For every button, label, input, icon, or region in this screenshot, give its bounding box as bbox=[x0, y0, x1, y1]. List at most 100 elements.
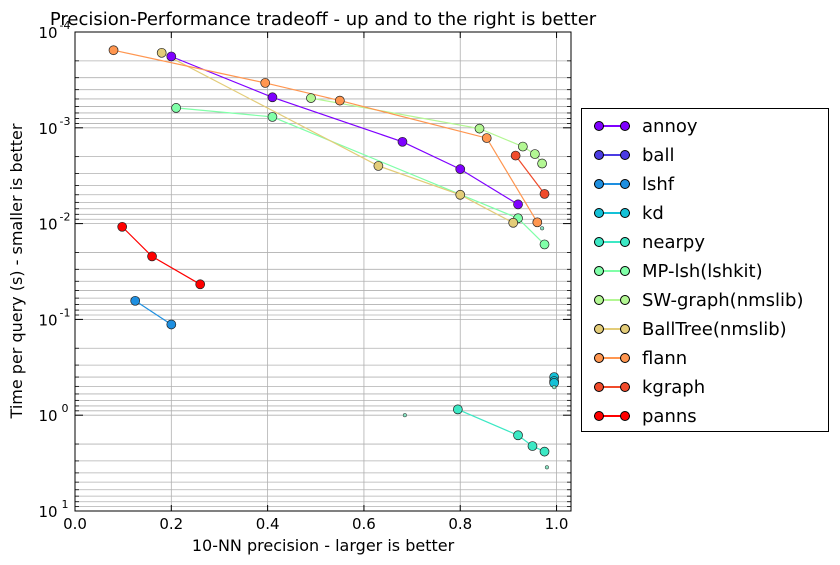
legend-label: BallTree(nmslib) bbox=[642, 318, 787, 340]
series-line bbox=[176, 107, 545, 245]
data-point bbox=[508, 217, 519, 228]
data-point bbox=[532, 217, 543, 228]
data-point bbox=[373, 161, 384, 171]
data-point bbox=[171, 103, 181, 113]
data-point bbox=[527, 441, 538, 451]
data-point bbox=[539, 239, 550, 250]
y-tick-exponent: -1 bbox=[60, 306, 71, 319]
legend-swatch bbox=[594, 119, 630, 133]
data-point bbox=[481, 133, 492, 143]
x-tick-label: 0.0 bbox=[63, 515, 87, 533]
legend-swatch bbox=[594, 322, 630, 336]
data-point bbox=[552, 385, 557, 390]
legend-swatch bbox=[594, 206, 630, 220]
data-point bbox=[195, 279, 206, 290]
data-point bbox=[130, 295, 141, 306]
legend-label: panns bbox=[642, 405, 697, 427]
data-point bbox=[108, 45, 119, 56]
series-line bbox=[161, 52, 514, 224]
data-point bbox=[455, 189, 466, 200]
legend-item: MP-lsh(lshkit) bbox=[594, 258, 763, 284]
legend-item: nearpy bbox=[594, 229, 705, 255]
series-line bbox=[515, 155, 545, 195]
data-point bbox=[402, 413, 407, 418]
data-point bbox=[513, 430, 523, 441]
data-point bbox=[166, 319, 177, 330]
y-tick-exponent: -3 bbox=[60, 115, 71, 128]
legend-item: kd bbox=[594, 200, 664, 226]
data-point bbox=[513, 199, 523, 210]
data-point bbox=[267, 92, 278, 103]
y-axis-label: Time per query (s) - smaller is better bbox=[7, 123, 26, 419]
chart-title: Precision-Performance tradeoff - up and … bbox=[50, 9, 597, 30]
legend-swatch bbox=[594, 351, 630, 365]
grid bbox=[74, 31, 571, 511]
series-line bbox=[113, 49, 538, 223]
x-tick-label: 0.4 bbox=[256, 515, 280, 533]
data-point bbox=[539, 446, 550, 457]
legend-item: SW-graph(nmslib) bbox=[594, 287, 803, 313]
data-point bbox=[537, 158, 547, 169]
legend-item: ball bbox=[594, 142, 674, 168]
data-point bbox=[260, 78, 271, 88]
data-point bbox=[455, 164, 466, 174]
legend-item: BallTree(nmslib) bbox=[594, 316, 787, 342]
legend-label: nearpy bbox=[642, 231, 705, 253]
data-point bbox=[397, 136, 408, 147]
y-tick-label: 10 bbox=[38, 311, 57, 329]
legend-swatch bbox=[594, 380, 630, 394]
y-tick-exponent: 1 bbox=[62, 498, 69, 511]
x-tick-label: 0.2 bbox=[159, 515, 183, 533]
legend-swatch bbox=[594, 264, 630, 278]
legend-label: ball bbox=[642, 144, 675, 166]
legend-item: kgraph bbox=[594, 374, 705, 400]
data-point bbox=[267, 112, 278, 122]
legend-label: annoy bbox=[642, 115, 698, 137]
data-point bbox=[540, 226, 545, 231]
legend-swatch bbox=[594, 293, 630, 307]
legend-label: kd bbox=[642, 202, 664, 224]
legend-item: panns bbox=[594, 403, 697, 429]
series-line bbox=[457, 408, 545, 453]
data-point bbox=[530, 149, 540, 159]
y-tick-label: 10 bbox=[38, 120, 57, 138]
x-tick-label: 1.0 bbox=[545, 515, 569, 533]
series-line bbox=[171, 55, 519, 205]
legend-item: lshf bbox=[594, 171, 674, 197]
x-tick-label: 0.8 bbox=[448, 515, 472, 533]
data-point bbox=[510, 150, 521, 161]
y-tick-label: 10 bbox=[38, 24, 57, 42]
legend-swatch bbox=[594, 235, 630, 249]
legend-item: flann bbox=[594, 345, 687, 371]
data-point bbox=[474, 123, 485, 134]
legend-swatch bbox=[594, 177, 630, 191]
data-point bbox=[335, 95, 345, 106]
x-tick-label: 0.6 bbox=[352, 515, 376, 533]
plot-area-frame bbox=[74, 31, 572, 512]
legend-swatch bbox=[594, 409, 630, 423]
legend-label: flann bbox=[642, 347, 688, 369]
series-line bbox=[121, 226, 201, 285]
y-tick-exponent: -2 bbox=[60, 211, 71, 224]
y-tick-exponent: 0 bbox=[62, 402, 69, 415]
y-tick-label: 10 bbox=[38, 503, 57, 521]
legend-item: annoy bbox=[594, 113, 698, 139]
data-point bbox=[166, 51, 177, 62]
data-points bbox=[108, 45, 559, 470]
data-point bbox=[544, 465, 549, 470]
y-tick-exponent: -4 bbox=[60, 19, 71, 32]
legend-label: SW-graph(nmslib) bbox=[642, 289, 804, 311]
y-tick-label: 10 bbox=[38, 216, 57, 234]
data-point bbox=[117, 221, 128, 232]
data-point bbox=[147, 251, 157, 262]
legend-label: MP-lsh(lshkit) bbox=[642, 260, 763, 282]
legend-swatch bbox=[594, 148, 630, 162]
legend-label: lshf bbox=[642, 173, 675, 195]
x-axis-label: 10-NN precision - larger is better bbox=[192, 536, 455, 555]
data-point bbox=[452, 404, 463, 415]
legend-label: kgraph bbox=[642, 376, 706, 398]
data-point bbox=[539, 189, 550, 199]
series-line bbox=[134, 300, 172, 326]
